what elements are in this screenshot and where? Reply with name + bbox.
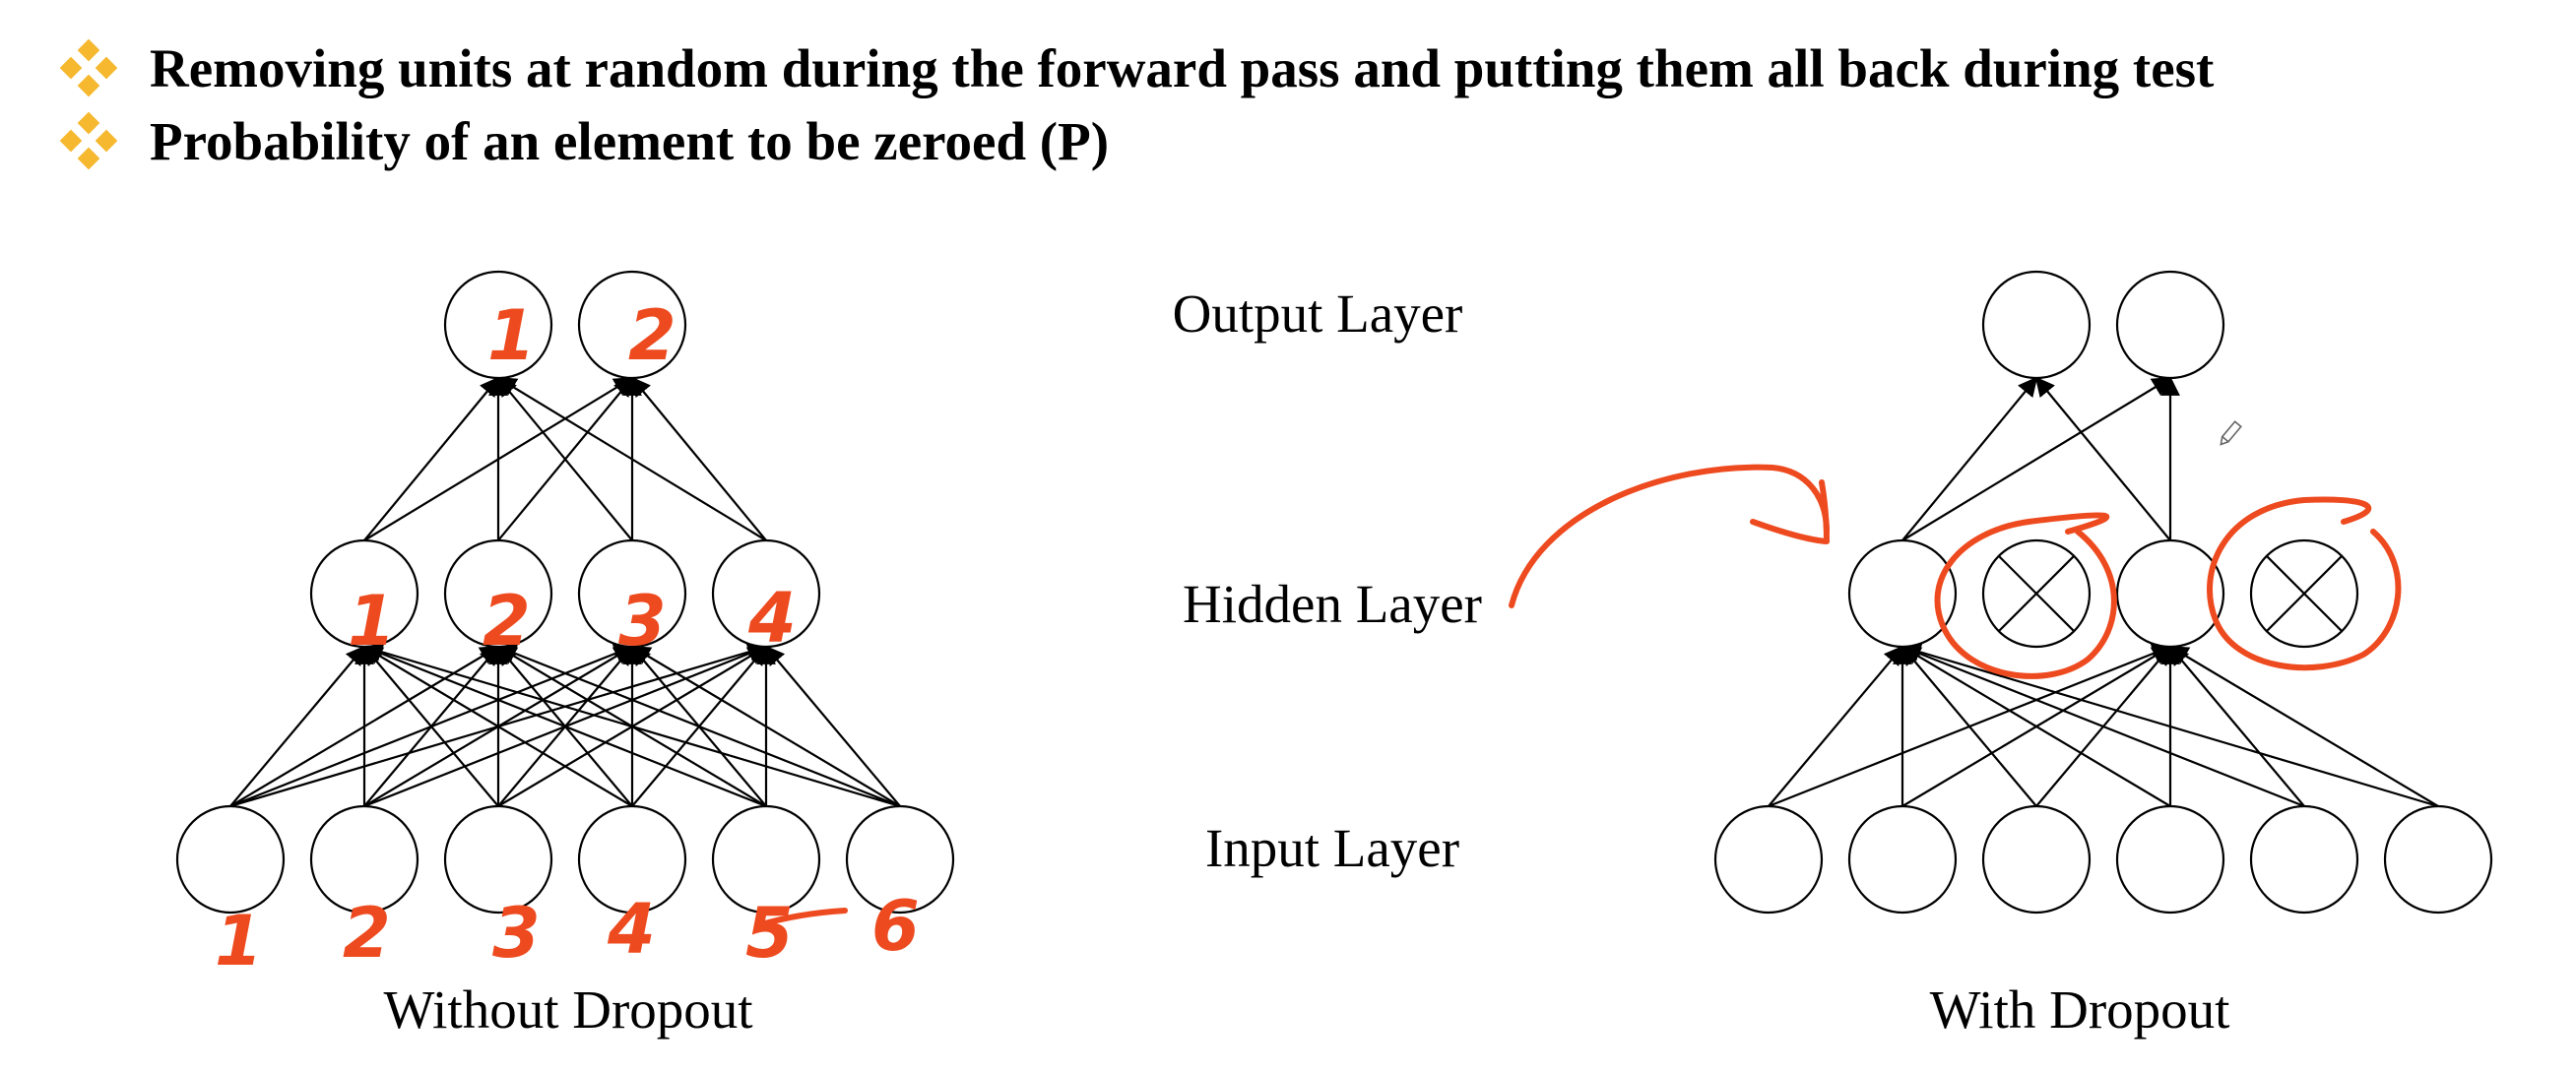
hidden-unit	[577, 538, 687, 649]
hidden-unit	[443, 538, 553, 649]
connection-arrow	[229, 645, 366, 807]
input-number-annotation: 6	[871, 886, 920, 967]
right-caption: With Dropout	[1930, 979, 2230, 1040]
output-number-annotation: 1	[487, 295, 536, 376]
pencil-cursor-icon	[2220, 420, 2242, 446]
hidden-unit	[711, 538, 821, 649]
diamond-bullet-icon	[59, 38, 118, 97]
input-unit	[711, 804, 821, 915]
connection-arrow	[496, 376, 767, 541]
input-unit	[309, 804, 419, 915]
dropped-cross-mark	[1998, 555, 2075, 632]
input-unit	[2115, 804, 2225, 915]
input-unit	[2383, 804, 2493, 915]
left-network-edges	[229, 376, 901, 808]
hidden-unit	[2115, 538, 2225, 649]
input-unit	[1847, 804, 1958, 915]
hidden-layer-label: Hidden Layer	[1183, 574, 1482, 634]
connection-arrow	[362, 644, 767, 808]
hidden-number-annotation: 2	[483, 581, 531, 662]
connection-arrow	[630, 645, 901, 807]
left-network-nodes	[175, 270, 955, 915]
connection-arrow	[2168, 645, 2439, 807]
input-unit	[577, 804, 687, 915]
connection-arrow	[1901, 645, 2172, 807]
hidden-number-annotation: 3	[618, 581, 667, 662]
bullet-text: Removing units at random during the forw…	[150, 37, 2215, 98]
dropped-unit-circle	[1934, 512, 2117, 679]
hidden-number-annotation: 4	[747, 578, 797, 659]
output-unit	[443, 270, 553, 380]
output-unit	[2115, 270, 2225, 380]
bullet-text: Probability of an element to be zeroed (…	[150, 110, 1110, 171]
annotation-arrow	[1509, 464, 1830, 608]
input-unit	[845, 804, 955, 915]
bullet-list: Removing units at random during the forw…	[59, 32, 2214, 177]
input-number-annotation: 1	[215, 901, 263, 981]
connection-arrow	[2035, 645, 2172, 807]
output-unit	[577, 270, 687, 380]
right-network-nodes	[1713, 270, 2493, 915]
dropped-cross-mark	[2266, 555, 2343, 632]
connection-arrow	[496, 644, 901, 808]
connection-arrow	[1901, 376, 2038, 541]
right-network-edges	[1768, 376, 2439, 808]
connection-arrow	[1768, 644, 2172, 808]
connection-arrow	[2034, 376, 2171, 541]
hidden-unit	[1847, 538, 1958, 649]
output-unit	[1981, 270, 2092, 380]
input-unit	[443, 804, 553, 915]
input-unit	[175, 804, 286, 915]
hidden-unit	[309, 538, 419, 649]
input-number-annotation: 3	[492, 893, 541, 974]
output-layer-label: Output Layer	[1173, 284, 1463, 344]
connection-arrow	[362, 645, 499, 807]
connection-arrow	[764, 645, 901, 807]
input-underline-stroke	[755, 908, 848, 928]
output-number-annotation: 2	[628, 295, 676, 376]
bullet-item: Removing units at random during the forw…	[59, 32, 2214, 104]
hidden-number-annotation: 1	[348, 581, 396, 662]
input-number-annotation: 2	[343, 893, 391, 974]
connection-arrow	[363, 376, 500, 541]
input-unit	[2249, 804, 2359, 915]
connection-arrow	[496, 376, 633, 541]
input-number-annotation: 5	[745, 893, 794, 974]
connection-arrow	[1768, 645, 1904, 807]
input-unit	[1981, 804, 2092, 915]
annotation-arrowhead	[1750, 479, 1830, 544]
connection-arrow	[362, 642, 901, 808]
diamond-bullet-icon	[59, 111, 118, 170]
dropped-unit-circle	[2207, 496, 2402, 671]
left-caption: Without Dropout	[383, 979, 752, 1040]
connection-arrow	[630, 376, 767, 541]
connection-arrow	[1901, 376, 2172, 541]
input-number-annotation: 4	[607, 889, 656, 970]
input-unit	[1713, 804, 1824, 915]
input-layer-label: Input Layer	[1205, 818, 1459, 878]
bullet-item: Probability of an element to be zeroed (…	[59, 104, 2214, 177]
connection-arrow	[362, 645, 633, 807]
connection-arrow	[2168, 645, 2305, 807]
